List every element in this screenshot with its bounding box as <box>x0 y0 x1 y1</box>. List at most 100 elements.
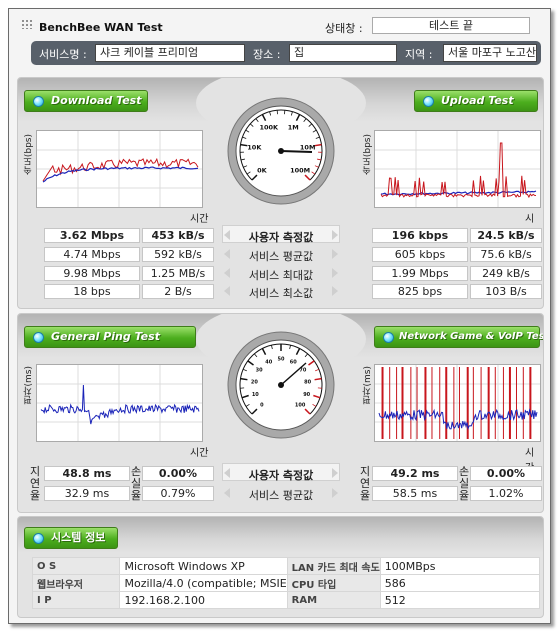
arrow-right-icon <box>332 286 338 296</box>
system-value: 512 <box>379 591 541 609</box>
download-bytes-value: 2 B/s <box>142 284 214 299</box>
ping-delay-value: 48.8 ms <box>44 466 130 481</box>
gauge-tick <box>315 368 320 372</box>
download-y-axis-label: 속도(bps) <box>24 134 34 176</box>
gauge-tick <box>240 143 248 147</box>
service-field[interactable]: 샤크 케이블 프리미엄 <box>95 44 245 62</box>
gauge-tick-label: 50 <box>278 357 285 363</box>
region-field[interactable]: 서울 마포구 노고산동 <box>443 44 537 62</box>
benchbee-window: BenchBee WAN Test 상태창 : 테스트 끝 서비스명 : 샤크 … <box>8 8 551 624</box>
ping-gauge-ticks <box>240 344 322 415</box>
led-icon <box>423 96 434 107</box>
upload-chart <box>374 130 541 208</box>
upload-bytes-value: 249 kB/s <box>470 266 542 281</box>
upload-chart-svg <box>375 131 540 207</box>
gauge-tick <box>304 353 308 358</box>
gauge-tick <box>308 360 315 366</box>
system-key: 웹브라우저 <box>31 574 121 592</box>
download-bps-value: 9.98 Mbps <box>44 266 140 281</box>
gauge-tick-label: 0K <box>257 167 268 175</box>
system-panel: 시스템 정보 O S Microsoft Windows XP LAN 카드 최대 … <box>17 516 544 618</box>
system-info-button[interactable]: 시스템 정보 <box>24 527 118 549</box>
row-label: 서비스 평균값 <box>248 489 314 502</box>
upload-bytes-value: 75.6 kB/s <box>470 247 542 262</box>
gauge-tick <box>314 377 322 381</box>
gauge-tick-label: 0 <box>260 403 264 409</box>
arrow-right-icon <box>332 230 338 240</box>
measure-box <box>222 225 340 243</box>
row-label: 사용자 측정값 <box>248 469 314 482</box>
gauge-tick <box>251 174 258 181</box>
upload-test-button[interactable]: Upload Test <box>414 90 538 112</box>
led-icon <box>33 533 44 544</box>
arrow-right-icon <box>332 488 338 498</box>
upload-y-axis-label: 속도(bps) <box>363 134 373 176</box>
download-test-button[interactable]: Download Test <box>24 90 148 112</box>
gauge-tick <box>314 165 319 168</box>
upload-bps-value: 605 kbps <box>372 247 468 262</box>
gauge-tick <box>317 158 322 161</box>
speed-panel: Download Test Upload Test 속도(bps) 시간 속도(… <box>17 77 544 309</box>
speed-gauge-needle <box>280 150 313 153</box>
network-game-voip-test-button[interactable]: Network Game & VoIP Test <box>374 326 543 348</box>
download-x-axis-label: 시간 <box>190 214 209 225</box>
region-label: 지역 : <box>405 48 433 61</box>
status-label: 상태창 : <box>325 22 363 35</box>
gauge-tick <box>261 114 267 122</box>
gauge-tick <box>247 360 254 366</box>
gauge-tick <box>269 111 272 116</box>
gauge-tick-label: 40 <box>265 359 272 365</box>
system-info-table: O S Microsoft Windows XP LAN 카드 최대 속도 100MB… <box>31 557 541 609</box>
gauge-tick <box>313 394 321 399</box>
speed-gauge-ticks <box>240 110 322 181</box>
upload-peak-series <box>380 142 537 199</box>
upload-bps-value: 825 bps <box>372 284 468 299</box>
gauge-tick <box>255 118 259 123</box>
place-label: 장소 : <box>253 48 281 61</box>
table-row: I P 192.168.2.100 RAM 512 <box>31 591 541 609</box>
gauge-tick-label: 30 <box>256 368 263 374</box>
download-peak-series <box>42 157 199 182</box>
ping-loss-value: 0.79% <box>142 486 214 501</box>
gauge-tick <box>304 174 311 181</box>
download-bytes-value: 453 kB/s <box>142 228 214 243</box>
game-loss-value: 1.02% <box>470 486 542 501</box>
gauge-tick-label: 100 <box>295 403 306 409</box>
arrow-left-icon <box>224 286 230 296</box>
system-key: CPU 타입 <box>286 574 381 592</box>
gauge-tick <box>312 403 317 407</box>
ping-loss-value: 0.00% <box>142 466 214 481</box>
upload-bytes-value: 103 B/s <box>470 284 542 299</box>
game-loss-value: 0.00% <box>470 466 542 481</box>
game-jitter-series <box>378 408 538 431</box>
arrow-right-icon <box>332 249 338 259</box>
place-field[interactable]: 집 <box>289 44 397 62</box>
ping-delay-value: 32.9 ms <box>44 486 130 501</box>
led-icon <box>33 332 44 343</box>
gauge-tick <box>261 348 267 356</box>
gauge-tick-label: 60 <box>290 359 297 365</box>
download-bps-value: 3.62 Mbps <box>44 228 140 243</box>
gauge-tick-label: 10 <box>252 392 259 398</box>
arrow-left-icon <box>224 249 230 259</box>
general-ping-test-button[interactable]: General Ping Test <box>24 326 196 348</box>
download-chart <box>36 130 203 208</box>
gauge-tick <box>290 111 293 116</box>
led-icon <box>383 332 394 343</box>
gauge-tick <box>295 114 301 122</box>
arrow-left-icon <box>224 488 230 498</box>
gauge-tick <box>240 158 245 161</box>
arrow-right-icon <box>332 268 338 278</box>
gauge-tick-label: 100M <box>290 167 310 175</box>
game-chart-svg <box>375 365 540 441</box>
ping-y-axis-label: 편차(ms) <box>24 366 34 405</box>
gauge-tick <box>314 143 322 147</box>
ping-loss-label: 손실율 <box>130 465 142 502</box>
gauge-tick-label: 10M <box>300 143 316 151</box>
download-chart-svg <box>37 131 202 207</box>
game-loss-spikes <box>381 367 532 439</box>
arrow-right-icon <box>332 468 338 478</box>
arrow-left-icon <box>224 468 230 478</box>
system-key: I P <box>31 591 121 609</box>
